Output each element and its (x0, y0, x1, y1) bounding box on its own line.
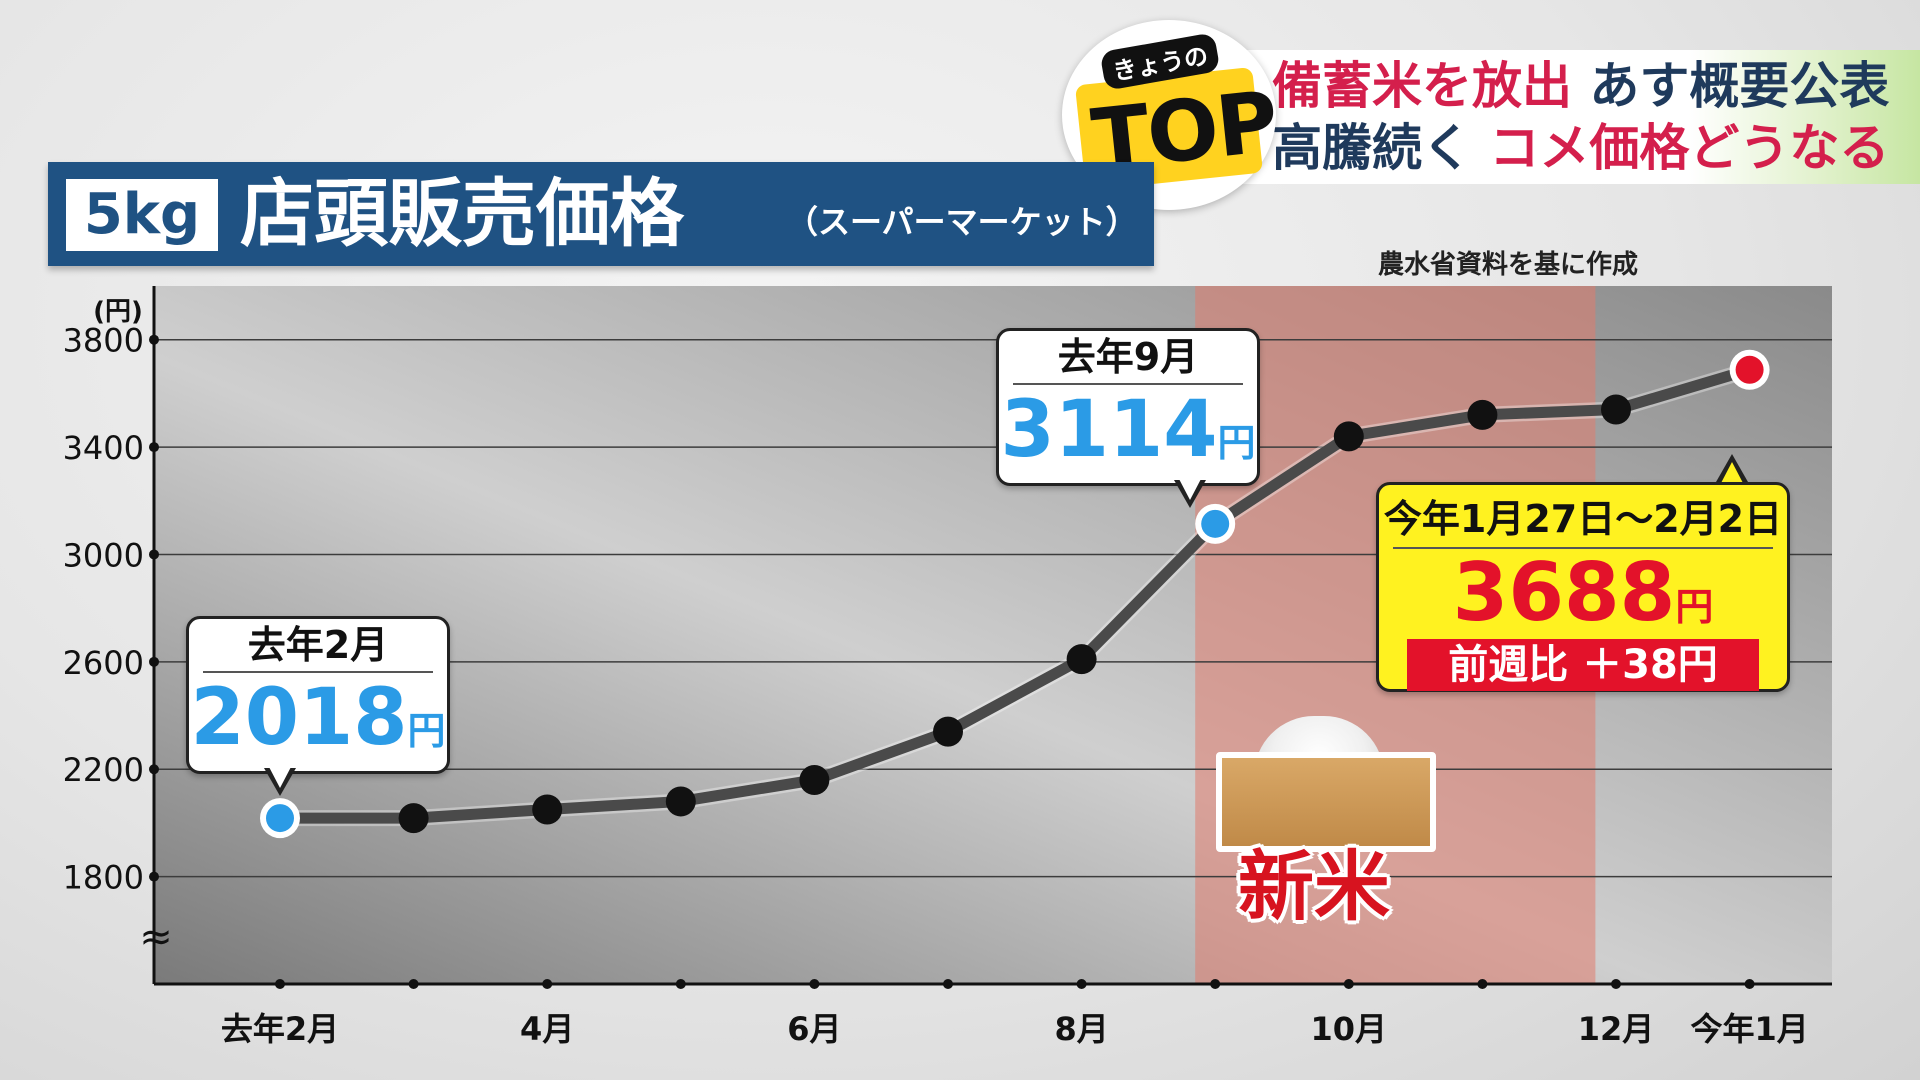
chart-title-bar: 5kg 店頭販売価格 （スーパーマーケット） (48, 162, 1154, 266)
callout-sep-price: 3114 (1000, 385, 1218, 475)
callout-latest-value: 3688円 (1379, 549, 1787, 637)
callout-latest-pointer (1716, 454, 1748, 485)
x-tick-label: 4月 (520, 1010, 574, 1048)
headline-line2-red: コメ価格どうなる (1489, 119, 1890, 177)
data-point (1333, 421, 1364, 452)
y-tick-label: 3000 (63, 536, 144, 574)
rice-box-icon (1210, 716, 1436, 852)
y-tick-label: 3800 (63, 322, 144, 360)
callout-feb-period: 去年2月 (247, 623, 389, 667)
callout-latest: 今年1月27日～2月2日 3688円 前週比 ＋38円 (1376, 482, 1790, 692)
chart-subtitle: （スーパーマーケット） (786, 203, 1138, 241)
series-line (274, 364, 1756, 824)
x-tick-dot (1744, 979, 1755, 989)
x-tick-dot (275, 979, 285, 989)
headline-line1-navy: あす概要公表 (1589, 57, 1890, 115)
x-tick-dot (943, 979, 953, 989)
x-tick-dot (809, 979, 820, 989)
chart-title: 店頭販売価格 (240, 171, 684, 257)
latest-point (1735, 355, 1764, 384)
headline-line-2: 高騰続く コメ価格どうなる (1272, 118, 1889, 178)
callout-sep-unit: 円 (1217, 421, 1256, 465)
x-tick-dot (1477, 979, 1488, 989)
y-tick-label: 3400 (63, 429, 144, 467)
data-point (799, 764, 830, 795)
data-point (665, 786, 696, 817)
callout-feb: 去年2月 2018円 (186, 616, 450, 774)
headline-line1-red: 備蓄米を放出 (1272, 57, 1572, 115)
x-tick-dot (408, 979, 419, 989)
data-point (398, 803, 429, 834)
data-point (532, 794, 563, 825)
x-tick-dot (675, 979, 686, 989)
y-axis-label: (円) (93, 297, 143, 327)
new-rice-label: 新米 (1238, 842, 1390, 931)
x-tick-label: 去年2月 (221, 1010, 339, 1048)
callout-latest-unit: 円 (1675, 585, 1714, 629)
callout-divider (1013, 383, 1243, 385)
y-axis-break: ≈ (139, 914, 173, 960)
callout-feb-value: 2018円 (189, 673, 447, 763)
callout-feb-price: 2018 (190, 673, 408, 763)
data-point (1467, 399, 1498, 430)
data-point (1066, 644, 1097, 675)
x-tick-dot (542, 979, 553, 989)
headline-banner: 備蓄米を放出 あす概要公表 高騰続く コメ価格どうなる (1150, 50, 1920, 184)
x-tick-label: 12月 (1578, 1010, 1655, 1048)
callout-latest-period: 今年1月27日～2月2日 (1383, 497, 1783, 541)
x-tick-dot (1076, 979, 1087, 989)
x-tick-dot (1611, 979, 1621, 989)
callout-feb-unit: 円 (407, 709, 446, 753)
source-note: 農水省資料を基に作成 (1378, 250, 1639, 280)
x-tick-label: 8月 (1054, 1010, 1108, 1048)
callout-feb-pointer (264, 765, 296, 796)
callout-divider (203, 671, 433, 673)
headline-line-1: 備蓄米を放出 あす概要公表 (1272, 56, 1889, 116)
callout-sep-pointer (1174, 477, 1206, 508)
headline-line2-navy: 高騰続く (1272, 119, 1472, 177)
highlight-point (1201, 509, 1230, 538)
callout-sep-period: 去年9月 (1057, 335, 1199, 379)
callout-latest-change: 前週比 ＋38円 (1407, 639, 1759, 691)
callout-divider (1393, 547, 1773, 549)
y-tick-label: 2200 (63, 751, 144, 789)
callout-sep-value: 3114円 (999, 385, 1257, 475)
title-unit-badge: 5kg (66, 179, 218, 251)
x-tick-label: 今年1月 (1690, 1010, 1808, 1048)
y-tick-label: 2600 (63, 644, 144, 682)
callout-latest-price: 3688 (1452, 546, 1676, 639)
x-tick-dot (1210, 979, 1221, 989)
data-point (933, 716, 963, 747)
x-tick-dot (1343, 979, 1354, 989)
data-point (1601, 394, 1631, 425)
highlight-point (266, 804, 294, 833)
masu-box (1216, 752, 1436, 852)
callout-sep: 去年9月 3114円 (996, 328, 1260, 486)
x-tick-label: 10月 (1311, 1010, 1388, 1048)
y-tick-label: 1800 (63, 859, 144, 897)
x-tick-label: 6月 (787, 1010, 841, 1048)
